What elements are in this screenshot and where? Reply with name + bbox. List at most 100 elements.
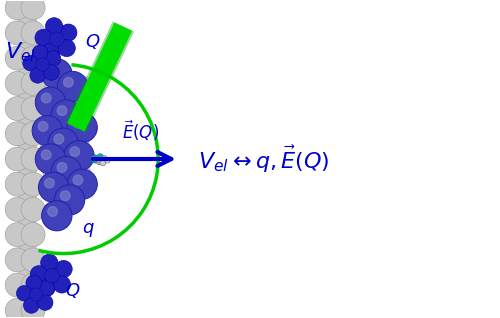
Circle shape [54, 276, 70, 293]
Circle shape [58, 39, 76, 57]
Circle shape [43, 43, 60, 60]
Circle shape [21, 71, 45, 95]
Circle shape [18, 62, 36, 80]
Circle shape [60, 191, 70, 201]
Circle shape [16, 286, 32, 301]
Circle shape [38, 172, 69, 203]
Circle shape [5, 21, 29, 45]
Circle shape [23, 55, 38, 71]
Circle shape [54, 185, 84, 215]
Circle shape [44, 178, 54, 188]
Circle shape [36, 87, 66, 117]
Circle shape [18, 137, 36, 156]
Circle shape [46, 18, 62, 35]
Circle shape [64, 141, 94, 171]
Circle shape [5, 248, 29, 272]
Circle shape [42, 59, 72, 89]
Text: $\vec{E}(Q)$: $\vec{E}(Q)$ [122, 118, 159, 142]
Circle shape [30, 266, 48, 283]
Circle shape [21, 248, 45, 272]
Circle shape [45, 51, 61, 66]
Circle shape [5, 298, 29, 318]
Circle shape [18, 289, 36, 307]
Text: $V_{el} \leftrightarrow q, \vec{E}(Q)$: $V_{el} \leftrightarrow q, \vec{E}(Q)$ [198, 143, 330, 175]
Circle shape [44, 65, 60, 80]
Circle shape [21, 172, 45, 196]
Circle shape [21, 273, 45, 297]
Circle shape [5, 71, 29, 95]
Circle shape [55, 260, 72, 278]
Circle shape [5, 223, 29, 247]
Text: $q$: $q$ [82, 221, 95, 239]
Circle shape [21, 223, 45, 247]
Circle shape [36, 144, 66, 174]
Circle shape [73, 175, 83, 185]
Circle shape [60, 24, 77, 41]
Circle shape [5, 147, 29, 171]
Circle shape [54, 134, 64, 144]
Circle shape [57, 162, 67, 172]
Circle shape [38, 121, 48, 131]
Text: $V_{el}$: $V_{el}$ [4, 40, 36, 64]
Circle shape [96, 160, 102, 165]
Circle shape [21, 122, 45, 146]
Circle shape [18, 87, 36, 105]
Circle shape [30, 288, 43, 301]
Circle shape [5, 122, 29, 146]
Circle shape [67, 112, 98, 142]
Circle shape [32, 45, 48, 60]
Circle shape [38, 295, 53, 310]
Circle shape [44, 268, 60, 283]
Circle shape [48, 128, 78, 158]
Circle shape [35, 29, 52, 46]
Text: $Q$: $Q$ [64, 281, 80, 300]
Circle shape [42, 150, 51, 160]
Circle shape [102, 156, 107, 161]
Circle shape [21, 197, 45, 221]
Circle shape [21, 97, 45, 121]
Circle shape [48, 207, 58, 216]
Text: $Q$: $Q$ [86, 32, 101, 51]
Circle shape [5, 97, 29, 121]
Circle shape [21, 46, 45, 70]
Polygon shape [40, 65, 90, 228]
Circle shape [105, 158, 110, 163]
Circle shape [38, 279, 56, 296]
Circle shape [21, 0, 45, 20]
Circle shape [5, 0, 29, 20]
Circle shape [39, 281, 54, 296]
Circle shape [73, 118, 83, 128]
Circle shape [5, 197, 29, 221]
Circle shape [90, 155, 99, 163]
Circle shape [50, 32, 64, 46]
Circle shape [100, 160, 105, 166]
Circle shape [67, 169, 98, 199]
Circle shape [57, 106, 67, 115]
Circle shape [18, 188, 36, 206]
Circle shape [5, 273, 29, 297]
Circle shape [24, 298, 39, 313]
Circle shape [26, 275, 42, 291]
Circle shape [42, 93, 51, 103]
Circle shape [18, 37, 36, 54]
Circle shape [21, 298, 45, 318]
Circle shape [21, 147, 45, 171]
Circle shape [18, 112, 36, 130]
Circle shape [32, 115, 62, 146]
Circle shape [40, 254, 58, 271]
Circle shape [48, 65, 58, 74]
Circle shape [51, 156, 82, 187]
Circle shape [42, 201, 72, 231]
Circle shape [97, 154, 103, 160]
Circle shape [18, 11, 36, 29]
Circle shape [21, 21, 45, 45]
Circle shape [18, 238, 36, 256]
Circle shape [5, 46, 29, 70]
Circle shape [5, 172, 29, 196]
Circle shape [18, 264, 36, 281]
Circle shape [64, 77, 74, 87]
Circle shape [51, 100, 82, 130]
Circle shape [18, 213, 36, 231]
Circle shape [70, 147, 80, 156]
Circle shape [58, 71, 88, 102]
